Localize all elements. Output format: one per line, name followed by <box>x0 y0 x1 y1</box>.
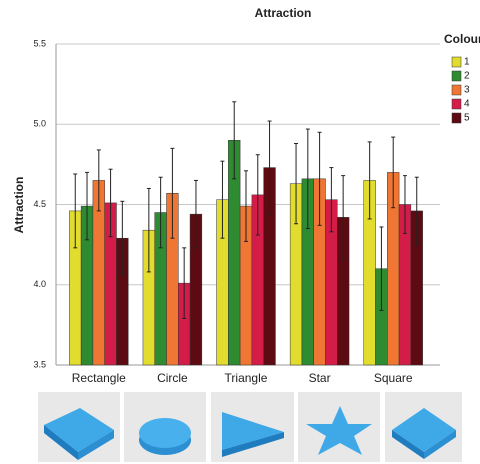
y-tick-label: 4.5 <box>33 199 46 209</box>
legend-swatch <box>452 113 461 123</box>
legend-label: 5 <box>464 113 470 124</box>
circle-shape <box>139 418 191 448</box>
y-tick-label: 5.0 <box>33 119 46 129</box>
chart-title: Attraction <box>255 6 312 20</box>
legend-label: 1 <box>464 57 470 68</box>
legend-swatch <box>452 71 461 81</box>
y-tick-label: 5.5 <box>33 38 46 48</box>
legend-swatch <box>452 85 461 95</box>
y-tick-label: 4.0 <box>33 279 46 289</box>
legend-label: 3 <box>464 85 470 96</box>
y-axis-label: Attraction <box>12 177 26 234</box>
legend-label: 2 <box>464 71 470 82</box>
y-tick-label: 3.5 <box>33 359 46 369</box>
legend-title: Colour <box>444 32 480 46</box>
x-tick-label: Circle <box>157 371 188 385</box>
x-tick-label: Triangle <box>225 371 268 385</box>
x-tick-label: Star <box>309 371 331 385</box>
shape-images <box>38 392 462 462</box>
chart: Attraction Attraction Colour 3.5 4.0 4.5 5.… <box>0 0 480 464</box>
legend-label: 4 <box>464 99 470 110</box>
x-tick-label: Square <box>374 371 413 385</box>
legend-swatch <box>452 99 461 109</box>
x-tick-label: Rectangle <box>72 371 126 385</box>
legend-swatch <box>452 57 461 67</box>
